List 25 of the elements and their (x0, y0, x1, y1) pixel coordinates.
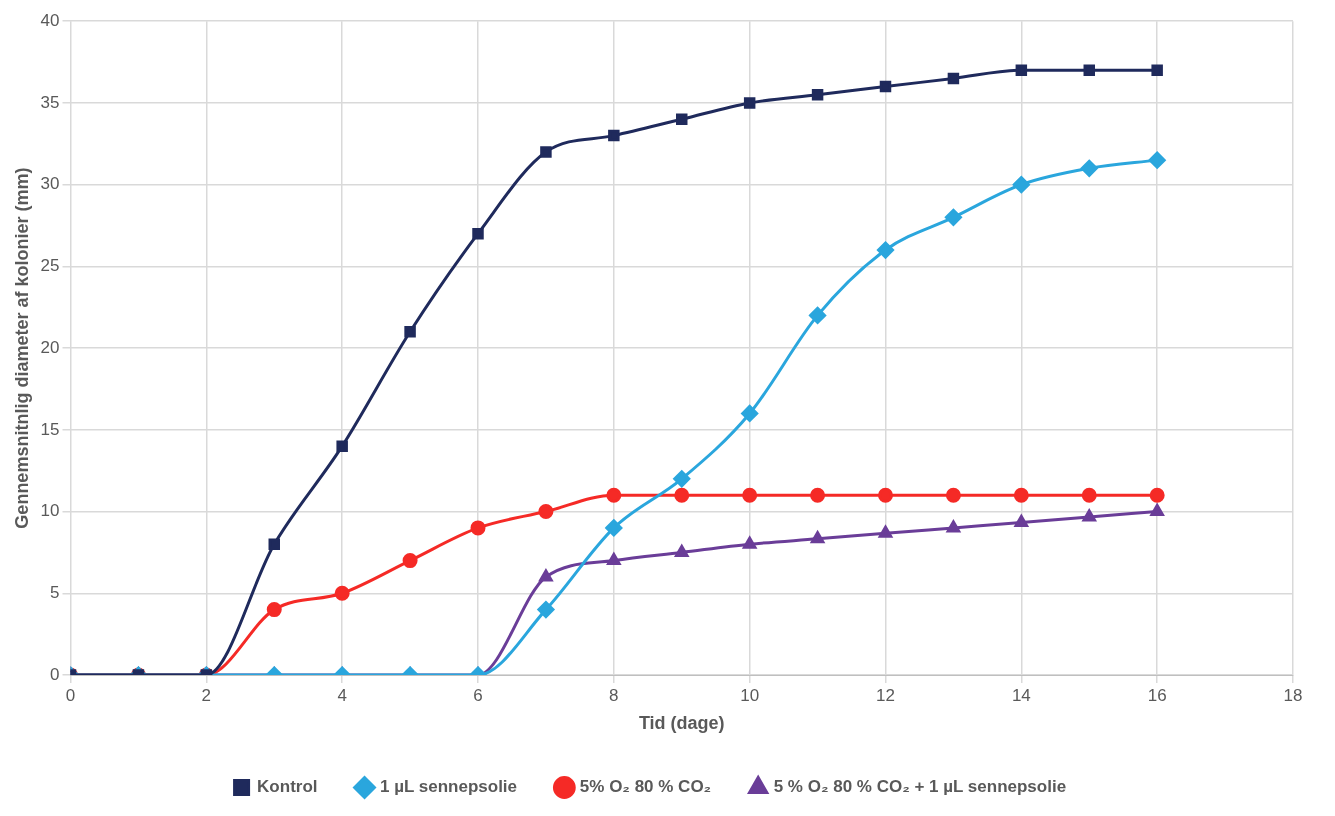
x-tick-label: 0 (65, 685, 76, 705)
x-tick-label: 12 (876, 685, 895, 705)
x-tick-label: 4 (337, 685, 347, 705)
y-tick-label: 10 (40, 501, 60, 521)
legend-label: 5% O₂ 80 % CO₂ (579, 777, 712, 797)
x-tick-label: 10 (740, 685, 760, 705)
x-tick-label: 14 (1011, 685, 1031, 705)
y-tick-label: 0 (50, 664, 60, 684)
x-axis-title: Tid (dage) (638, 713, 725, 734)
x-tick-label: 18 (1283, 685, 1303, 705)
y-axis-title: Gennemsnitnlig diameter af kolonier (mm) (11, 167, 32, 529)
legend-label: Kontrol (257, 777, 318, 797)
legend-label: 1 µL sennepsolie (380, 777, 518, 797)
y-tick-label: 25 (40, 256, 60, 276)
x-tick-label: 2 (201, 685, 212, 705)
legend-label: 5 % O₂ 80 % CO₂ + 1 µL sennepsolie (773, 777, 1067, 797)
x-tick-label: 6 (473, 685, 483, 705)
y-tick-label: 20 (40, 337, 60, 357)
y-tick-label: 15 (40, 419, 60, 439)
x-tick-label: 8 (609, 685, 619, 705)
y-tick-label: 40 (40, 10, 60, 30)
y-tick-label: 30 (40, 174, 60, 194)
y-tick-label: 35 (40, 92, 60, 112)
x-tick-label: 16 (1147, 685, 1167, 705)
y-tick-label: 5 (50, 582, 60, 602)
